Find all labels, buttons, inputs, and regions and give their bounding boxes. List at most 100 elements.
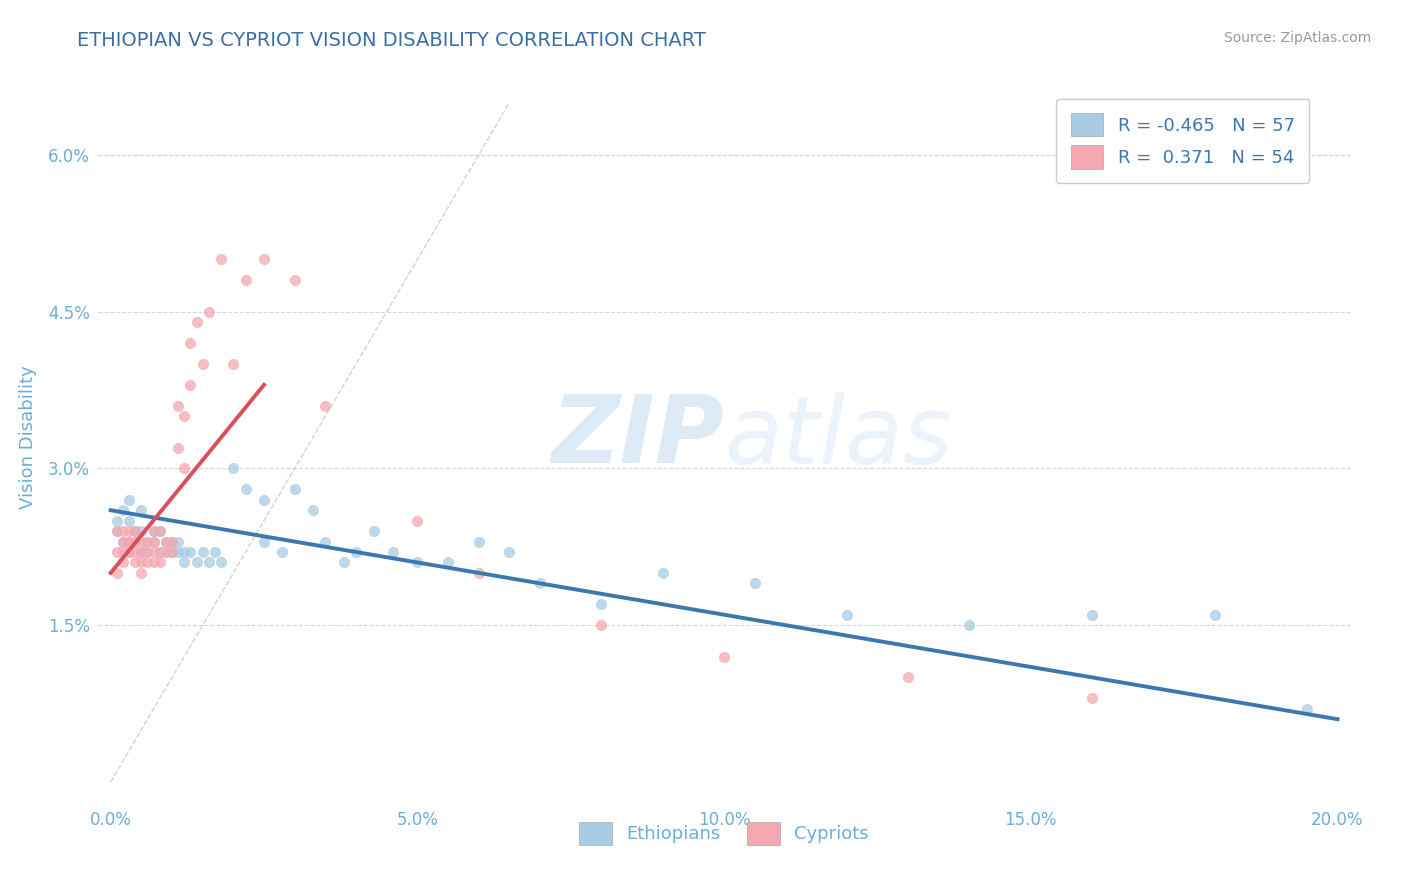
Point [897, 670, 920, 684]
Point [271, 545, 294, 559]
Point [155, 534, 177, 549]
Text: Source: ZipAtlas.com: Source: ZipAtlas.com [1223, 31, 1371, 45]
Point [467, 534, 489, 549]
Point [1081, 607, 1104, 622]
Point [105, 524, 128, 538]
Point [131, 545, 153, 559]
Point [167, 399, 190, 413]
Point [406, 514, 429, 528]
Point [118, 534, 141, 549]
Point [302, 503, 325, 517]
Point [111, 524, 134, 538]
Point [222, 357, 245, 371]
Point [124, 524, 146, 538]
Point [222, 461, 245, 475]
Text: ZIP: ZIP [551, 391, 724, 483]
Point [160, 545, 183, 559]
Point [160, 534, 183, 549]
Point [167, 441, 190, 455]
Point [179, 336, 201, 351]
Point [111, 556, 134, 570]
Point [179, 545, 201, 559]
Point [105, 566, 128, 580]
Point [111, 534, 134, 549]
Point [253, 534, 276, 549]
Point [235, 273, 257, 287]
Point [835, 607, 858, 622]
Point [149, 524, 172, 538]
Point [591, 618, 613, 632]
Point [591, 597, 613, 611]
Point [209, 556, 232, 570]
Point [959, 618, 981, 632]
Point [124, 545, 146, 559]
Point [1081, 691, 1104, 706]
Point [314, 534, 336, 549]
Legend: Ethiopians, Cypriots: Ethiopians, Cypriots [572, 814, 876, 852]
Point [149, 545, 172, 559]
Point [131, 566, 153, 580]
Point [363, 524, 385, 538]
Point [149, 545, 172, 559]
Point [167, 545, 190, 559]
Point [406, 556, 429, 570]
Point [136, 534, 159, 549]
Point [118, 545, 141, 559]
Point [198, 556, 221, 570]
Point [191, 357, 214, 371]
Point [105, 514, 128, 528]
Point [173, 556, 195, 570]
Point [498, 545, 520, 559]
Point [118, 534, 141, 549]
Point [467, 566, 489, 580]
Point [136, 556, 159, 570]
Point [437, 556, 460, 570]
Point [118, 514, 141, 528]
Text: ETHIOPIAN VS CYPRIOT VISION DISABILITY CORRELATION CHART: ETHIOPIAN VS CYPRIOT VISION DISABILITY C… [77, 31, 706, 50]
Point [149, 524, 172, 538]
Point [651, 566, 673, 580]
Point [131, 556, 153, 570]
Point [124, 524, 146, 538]
Point [142, 556, 165, 570]
Point [344, 545, 367, 559]
Point [118, 545, 141, 559]
Point [713, 649, 735, 664]
Point [111, 545, 134, 559]
Point [105, 545, 128, 559]
Point [131, 503, 153, 517]
Point [124, 556, 146, 570]
Point [136, 545, 159, 559]
Point [209, 252, 232, 267]
Point [124, 534, 146, 549]
Point [155, 534, 177, 549]
Point [118, 524, 141, 538]
Point [186, 315, 208, 329]
Point [111, 503, 134, 517]
Point [160, 545, 183, 559]
Point [744, 576, 766, 591]
Point [105, 524, 128, 538]
Point [160, 534, 183, 549]
Point [155, 545, 177, 559]
Point [529, 576, 551, 591]
Point [173, 545, 195, 559]
Point [253, 492, 276, 507]
Point [136, 534, 159, 549]
Point [111, 534, 134, 549]
Point [167, 534, 190, 549]
Point [1204, 607, 1226, 622]
Point [284, 273, 307, 287]
Point [198, 304, 221, 318]
Point [131, 534, 153, 549]
Point [253, 252, 276, 267]
Point [142, 545, 165, 559]
Y-axis label: Vision Disability: Vision Disability [18, 365, 37, 509]
Point [118, 492, 141, 507]
Point [314, 399, 336, 413]
Point [173, 461, 195, 475]
Point [179, 377, 201, 392]
Point [191, 545, 214, 559]
Point [124, 534, 146, 549]
Point [131, 524, 153, 538]
